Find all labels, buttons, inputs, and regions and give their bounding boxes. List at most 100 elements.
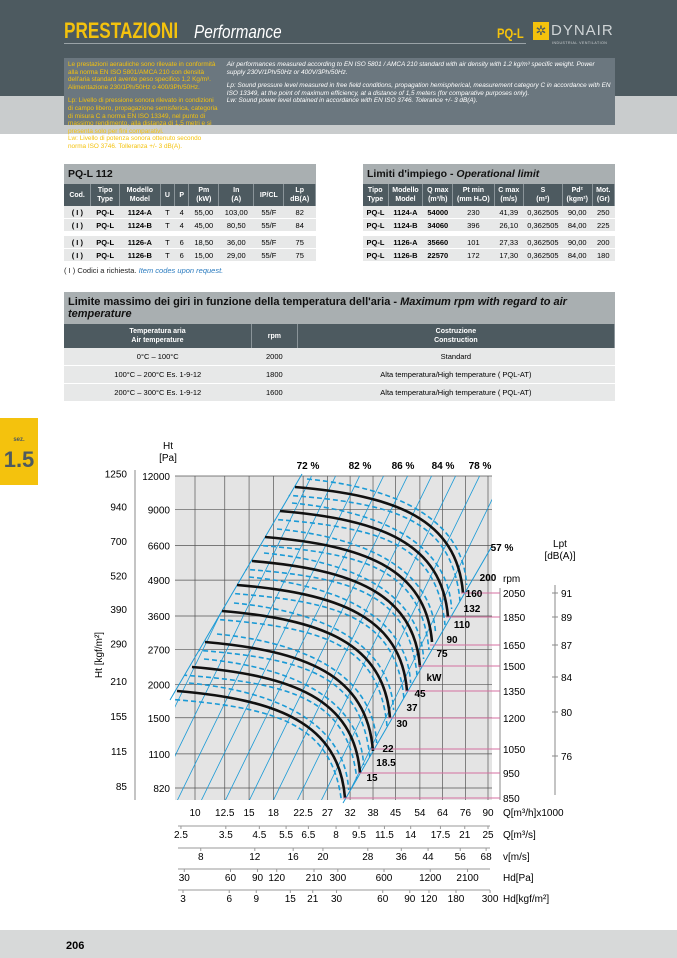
kw-label: 22 bbox=[382, 744, 394, 755]
fan-curve bbox=[236, 583, 409, 692]
y-axis-label-kgf: Ht [kgf/m²] bbox=[94, 632, 105, 678]
performance-chart: 1200090006600490036002700200015001100820… bbox=[94, 441, 576, 905]
brand-tagline: INDUSTRIAL VENTILATION bbox=[552, 41, 608, 45]
page-subtitle: Performance bbox=[194, 22, 282, 42]
column-header: rpm bbox=[251, 324, 298, 348]
table-cell: T bbox=[160, 248, 175, 262]
rpm-tick: 950 bbox=[503, 769, 520, 780]
fan-curve bbox=[264, 535, 434, 643]
column-header: Mot. (Gr) bbox=[592, 184, 616, 206]
fan-curve bbox=[204, 640, 375, 752]
x-tick: 68 bbox=[481, 852, 493, 863]
table-cell: 103,00 bbox=[218, 206, 254, 219]
brand-name: DYNAIR bbox=[551, 22, 614, 39]
table-cell: T bbox=[160, 218, 175, 232]
table-note: ( I ) Codici a richiesta. Item codes upo… bbox=[64, 266, 223, 275]
y-tick-pa: 2700 bbox=[148, 645, 171, 656]
table-cell: T bbox=[160, 206, 175, 219]
column-header: Costruzione Construction bbox=[297, 324, 616, 348]
table-cell: 80,50 bbox=[218, 218, 254, 232]
x-tick: 9 bbox=[253, 894, 259, 905]
column-header: Lp dB(A) bbox=[283, 184, 316, 206]
x-tick: 90 bbox=[404, 894, 416, 905]
efficiency-label: 84 % bbox=[432, 461, 455, 472]
info-box: Le prestazioni aerauliche sono rilevate … bbox=[64, 58, 615, 150]
table-cell: 84,00 bbox=[562, 248, 593, 262]
specs-table-title: PQ-L 112 bbox=[64, 164, 316, 184]
column-header: Pm (kW) bbox=[188, 184, 220, 206]
table-cell: 0,362505 bbox=[523, 206, 563, 219]
fan-curve bbox=[221, 609, 392, 719]
rpm-tick: 1850 bbox=[503, 613, 526, 624]
x-tick: 21 bbox=[307, 894, 319, 905]
table-cell: 172 bbox=[452, 248, 495, 262]
column-header: P bbox=[174, 184, 190, 206]
efficiency-curve-dashed bbox=[175, 698, 343, 800]
efficiency-line bbox=[253, 476, 435, 800]
table-cell: 250 bbox=[592, 206, 615, 219]
fan-curve bbox=[176, 689, 347, 799]
x-tick: 210 bbox=[306, 873, 323, 884]
lpt-tick: 80 bbox=[561, 708, 573, 719]
table-cell: T bbox=[160, 235, 175, 249]
page-number: 206 bbox=[66, 940, 85, 952]
x-tick: 20 bbox=[317, 852, 329, 863]
table-cell: 1126-A bbox=[388, 235, 423, 249]
table-cell: 6 bbox=[174, 248, 189, 262]
rpm-tick: 1350 bbox=[503, 687, 526, 698]
kw-label: 75 bbox=[436, 649, 448, 660]
y-tick-pa: 1100 bbox=[148, 750, 170, 761]
table-cell: 35660 bbox=[422, 235, 453, 249]
x-tick: 32 bbox=[345, 808, 357, 819]
x-tick: 60 bbox=[225, 873, 237, 884]
table-cell: 101 bbox=[452, 235, 495, 249]
y-tick-pa: 4900 bbox=[148, 576, 171, 587]
specs-table: PQ-L 112 Cod. Tipo Type Modello Model U P Pm (kW… bbox=[64, 164, 316, 262]
table-row: PQ-L 1124-B 34060 396 26,10 0,362505 84,00 225 bbox=[363, 218, 615, 232]
table-cell: 75 bbox=[283, 235, 316, 249]
x-tick: 6 bbox=[226, 894, 232, 905]
x-tick: 4.5 bbox=[252, 830, 266, 841]
x-tick: 30 bbox=[331, 894, 343, 905]
info-it-1: Le prestazioni aerauliche sono rilevate … bbox=[68, 61, 216, 91]
efficiency-curve-dashed bbox=[226, 592, 405, 700]
x-tick: 300 bbox=[329, 873, 346, 884]
efficiency-line bbox=[175, 476, 315, 800]
x-tick: 14 bbox=[405, 830, 417, 841]
table-cell: PQ-L bbox=[90, 235, 120, 249]
kw-label: 18.5 bbox=[376, 758, 396, 769]
info-en-1: Air performances measured according to E… bbox=[226, 61, 595, 76]
fan-curve bbox=[191, 665, 362, 774]
table-cell: 1126-A bbox=[119, 235, 161, 249]
info-en-2: Lp: Sound pressure level measured in fre… bbox=[226, 82, 611, 97]
efficiency-curve-dashed bbox=[211, 618, 388, 727]
table-cell: 1124-A bbox=[388, 206, 423, 219]
plot-area bbox=[175, 476, 492, 800]
table-cell: 6 bbox=[174, 235, 189, 249]
x-tick: 1200 bbox=[419, 873, 442, 884]
efficiency-curve-dashed bbox=[269, 518, 446, 626]
y-tick-kgf: 210 bbox=[110, 677, 127, 688]
lpt-tick: 87 bbox=[561, 641, 573, 652]
table-cell: PQ-L bbox=[90, 218, 120, 232]
table-cell: PQ-L bbox=[363, 235, 388, 249]
table-cell: PQ-L bbox=[363, 218, 388, 232]
y-tick-kgf: 115 bbox=[111, 747, 127, 758]
y-tick-kgf: 290 bbox=[110, 639, 127, 650]
x-axis-label: v[m/s] bbox=[503, 852, 530, 863]
footer-band bbox=[0, 930, 677, 958]
rpm-tick: 2050 bbox=[503, 589, 526, 600]
table-cell: 18,50 bbox=[188, 235, 219, 249]
x-tick: 15 bbox=[244, 808, 256, 819]
x-tick: 22.5 bbox=[293, 808, 313, 819]
operational-limit-title: Limiti d'impiego - Operational limit bbox=[363, 164, 615, 184]
efficiency-curve-dashed bbox=[263, 552, 425, 660]
page-title: PRESTAZIONI bbox=[64, 18, 179, 43]
x-tick: 2100 bbox=[456, 873, 479, 884]
table-cell: 225 bbox=[592, 218, 615, 232]
kw-label: 30 bbox=[396, 719, 408, 730]
y-tick-pa: 820 bbox=[153, 784, 170, 795]
table-cell: ( I ) bbox=[64, 206, 91, 219]
x-tick: 18 bbox=[268, 808, 280, 819]
table-cell: ( I ) bbox=[64, 235, 91, 249]
